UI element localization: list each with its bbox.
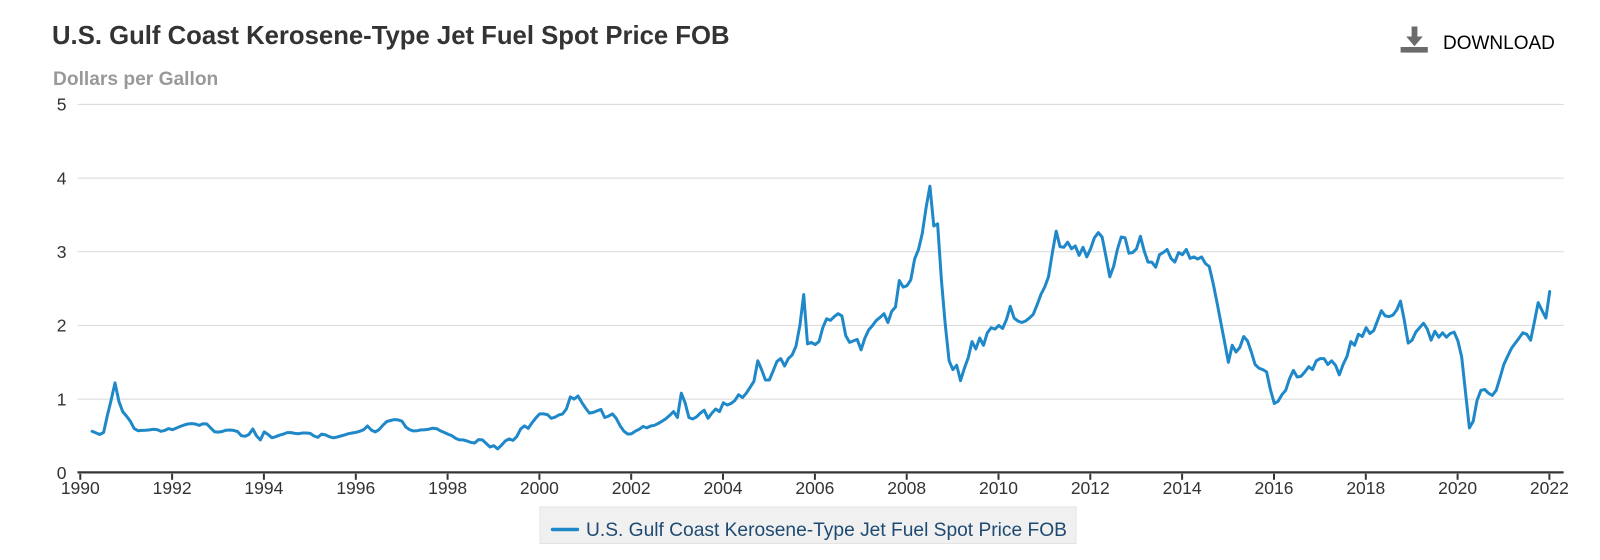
svg-text:2014: 2014 xyxy=(1163,478,1202,498)
svg-text:1992: 1992 xyxy=(153,478,192,498)
svg-text:2002: 2002 xyxy=(612,478,651,498)
svg-text:2000: 2000 xyxy=(520,478,559,498)
svg-text:2: 2 xyxy=(57,316,67,336)
svg-text:2004: 2004 xyxy=(704,478,743,498)
svg-text:2010: 2010 xyxy=(979,478,1018,498)
svg-text:2020: 2020 xyxy=(1438,478,1477,498)
svg-text:2022: 2022 xyxy=(1530,478,1569,498)
svg-text:2016: 2016 xyxy=(1255,478,1294,498)
svg-text:Dollars per Gallon: Dollars per Gallon xyxy=(53,69,218,90)
svg-text:4: 4 xyxy=(57,168,67,188)
svg-text:1: 1 xyxy=(57,389,67,409)
svg-text:1990: 1990 xyxy=(61,478,100,498)
svg-text:DOWNLOAD: DOWNLOAD xyxy=(1443,33,1555,54)
svg-text:0: 0 xyxy=(57,463,67,483)
svg-text:2012: 2012 xyxy=(1071,478,1110,498)
svg-text:2006: 2006 xyxy=(795,478,834,498)
svg-text:1998: 1998 xyxy=(428,478,467,498)
svg-text:2008: 2008 xyxy=(887,478,926,498)
svg-text:3: 3 xyxy=(57,242,67,262)
svg-text:2018: 2018 xyxy=(1346,478,1385,498)
svg-text:5: 5 xyxy=(57,95,67,115)
svg-text:U.S. Gulf Coast Kerosene-Type: U.S. Gulf Coast Kerosene-Type Jet Fuel S… xyxy=(586,520,1067,541)
svg-text:1996: 1996 xyxy=(336,478,375,498)
svg-text:1994: 1994 xyxy=(244,478,283,498)
svg-text:U.S. Gulf Coast Kerosene-Type: U.S. Gulf Coast Kerosene-Type Jet Fuel S… xyxy=(52,22,730,50)
